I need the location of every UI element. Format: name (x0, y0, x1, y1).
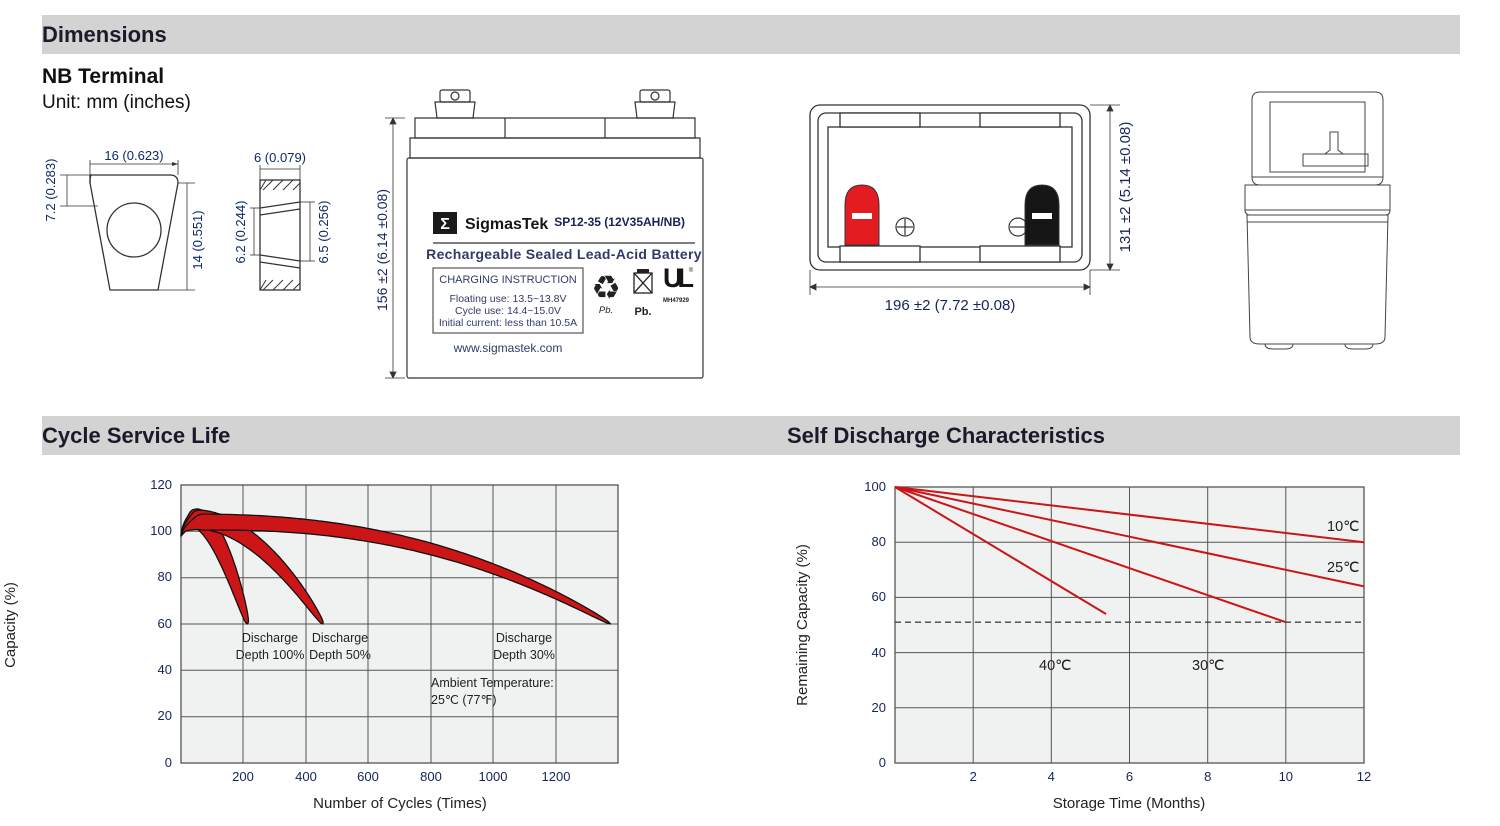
svg-text:Σ: Σ (440, 216, 450, 233)
svg-text:Rechargeable Sealed Lead-Acid: Rechargeable Sealed Lead-Acid Battery (426, 246, 702, 262)
svg-text:7.2 (0.283): 7.2 (0.283) (43, 159, 58, 222)
svg-text:♻: ♻ (591, 269, 621, 306)
svg-text:0: 0 (165, 755, 172, 770)
svg-text:Ambient Temperature:: Ambient Temperature: (431, 676, 554, 690)
svg-text:®: ® (689, 267, 694, 274)
svg-text:40: 40 (872, 645, 886, 660)
svg-text:30℃: 30℃ (1192, 658, 1224, 674)
svg-text:25℃ (77℉): 25℃ (77℉) (431, 693, 497, 707)
svg-text:600: 600 (357, 769, 379, 784)
svg-text:400: 400 (295, 769, 317, 784)
svg-text:Cycle use: 14.4~15.0V: Cycle use: 14.4~15.0V (455, 305, 561, 317)
svg-text:Discharge: Discharge (496, 631, 552, 645)
svg-text:Depth 100%: Depth 100% (236, 648, 305, 662)
svg-text:40℃: 40℃ (1039, 658, 1071, 674)
svg-text:Discharge: Discharge (242, 631, 298, 645)
svg-text:156 ±2 (6.14 ±0.08): 156 ±2 (6.14 ±0.08) (374, 189, 390, 311)
svg-text:25℃: 25℃ (1327, 560, 1359, 576)
svg-text:200: 200 (232, 769, 254, 784)
svg-text:20: 20 (872, 700, 886, 715)
svg-text:10℃: 10℃ (1327, 519, 1359, 535)
svg-text:60: 60 (872, 589, 886, 604)
svg-text:1000: 1000 (479, 769, 508, 784)
svg-text:16 (0.623): 16 (0.623) (104, 150, 163, 163)
svg-text:SP12-35 (12V35AH/NB): SP12-35 (12V35AH/NB) (554, 215, 685, 229)
svg-text:Pb.: Pb. (599, 305, 613, 316)
svg-text:10: 10 (1279, 769, 1293, 784)
svg-text:8: 8 (1204, 769, 1211, 784)
svg-text:80: 80 (158, 569, 172, 584)
svg-text:Floating use: 13.5~13.8V: Floating use: 13.5~13.8V (449, 293, 566, 305)
svg-text:20: 20 (158, 708, 172, 723)
svg-text:6: 6 (1126, 769, 1133, 784)
svg-text:196 ±2 (7.72 ±0.08): 196 ±2 (7.72 ±0.08) (885, 297, 1016, 314)
svg-text:60: 60 (158, 616, 172, 631)
svg-text:SigmasTek: SigmasTek (465, 216, 548, 233)
svg-text:Depth 50%: Depth 50% (309, 648, 371, 662)
svg-text:Initial current: less than 10.: Initial current: less than 10.5A (439, 317, 577, 329)
svg-text:800: 800 (420, 769, 442, 784)
svg-text:CHARGING INSTRUCTION: CHARGING INSTRUCTION (439, 274, 577, 286)
svg-text:14 (0.551): 14 (0.551) (190, 210, 205, 269)
svg-text:MH47929: MH47929 (663, 298, 690, 304)
svg-text:1200: 1200 (542, 769, 571, 784)
svg-text:www.sigmastek.com: www.sigmastek.com (453, 341, 563, 355)
svg-text:12: 12 (1357, 769, 1371, 784)
svg-text:100: 100 (150, 523, 172, 538)
svg-text:4: 4 (1048, 769, 1055, 784)
svg-text:Pb.: Pb. (634, 306, 651, 318)
svg-text:80: 80 (872, 534, 886, 549)
svg-text:6.5 (0.256): 6.5 (0.256) (316, 201, 331, 264)
svg-text:120: 120 (150, 477, 172, 492)
svg-text:2: 2 (970, 769, 977, 784)
svg-text:Discharge: Discharge (312, 631, 368, 645)
svg-text:131 ±2 (5.14 ±0.08): 131 ±2 (5.14 ±0.08) (1117, 122, 1134, 253)
svg-text:Storage Time (Months): Storage Time (Months) (1053, 795, 1206, 812)
svg-text:Number of Cycles (Times): Number of Cycles (Times) (313, 795, 487, 812)
svg-text:6.2 (0.244): 6.2 (0.244) (233, 201, 248, 264)
svg-text:6 (0.079): 6 (0.079) (254, 150, 306, 165)
svg-text:100: 100 (864, 479, 886, 494)
svg-text:Remaining Capacity (%): Remaining Capacity (%) (794, 544, 811, 706)
svg-text:40: 40 (158, 662, 172, 677)
svg-text:Depth 30%: Depth 30% (493, 648, 555, 662)
svg-text:Capacity (%): Capacity (%) (2, 582, 19, 668)
svg-text:0: 0 (879, 755, 886, 770)
